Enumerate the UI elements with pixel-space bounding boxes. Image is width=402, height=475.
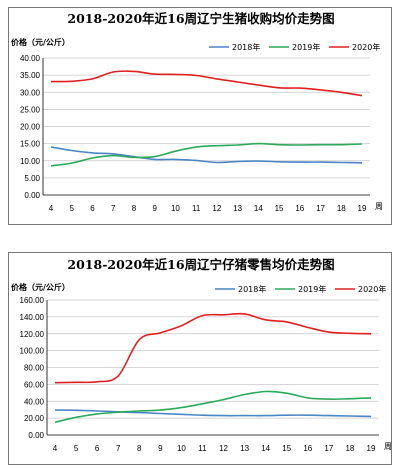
y-tick-label: 20.00 [20,123,41,132]
y-tick-label: 30.00 [20,88,41,97]
x-tick-label: 13 [240,444,249,453]
series-line-2020年 [54,312,372,384]
y-tick-label: 80.00 [24,364,45,373]
y-tick-label: 120.00 [20,330,45,339]
x-tick-label: 12 [219,444,228,453]
series-line-2018年 [50,146,363,164]
chart-panel-piglet-price: 2018-2020年近16周辽宁仔猪零售均价走势图价格（元/公斤） 2018年 20… [8,252,392,465]
y-tick-label: 0.00 [28,431,44,440]
chart-title: 2018-2020年近16周辽宁生猪收购均价走势图 [67,11,334,26]
y-tick-label: 0.00 [24,191,40,200]
y-tick-label: 100.00 [20,347,45,356]
legend-label-2019年: 2019年 [298,284,326,294]
x-tick-label: 9 [158,444,163,453]
x-tick-label: 19 [358,204,367,213]
y-axis-label: 价格（元/公斤） [11,282,70,292]
x-tick-label: 5 [74,444,79,453]
y-tick-label: 40.00 [20,54,41,63]
y-tick-label: 10.00 [20,157,41,166]
y-tick-label: 25.00 [20,105,41,114]
y-tick-label: 40.00 [24,397,45,406]
y-tick-label: 35.00 [20,71,41,80]
x-tick-label: 7 [111,204,116,213]
legend-label-2020年: 2020年 [352,42,380,52]
chart-title: 2018-2020年近16周辽宁仔猪零售均价走势图 [67,257,334,272]
legend-label-2018年: 2018年 [238,284,266,294]
x-tick-label: 11 [192,204,201,213]
y-axis-label: 价格（元/公斤） [11,37,70,47]
x-tick-label: 9 [152,204,157,213]
x-tick-label: 6 [95,444,100,453]
x-tick-label: 14 [261,444,270,453]
x-tick-label: 4 [53,444,58,453]
x-axis-label: 周 [375,202,383,211]
x-axis-label: 周 [384,442,391,451]
y-tick-label: 5.00 [24,174,40,183]
x-tick-label: 13 [233,204,242,213]
series-line-2020年 [50,70,363,97]
x-tick-label: 10 [171,204,180,213]
series-line-2019年 [54,390,372,424]
y-tick-label: 60.00 [24,380,45,389]
x-tick-label: 8 [137,444,142,453]
x-tick-label: 8 [132,204,137,213]
x-tick-label: 6 [90,204,95,213]
x-tick-label: 16 [303,444,312,453]
chart-panel-live-pig-price: 2018-2020年近16周辽宁生猪收购均价走势图价格（元/公斤） 2018年 20… [8,7,392,225]
x-tick-label: 12 [212,204,221,213]
x-tick-label: 14 [254,204,263,213]
x-tick-label: 18 [345,444,354,453]
y-tick-label: 140.00 [20,313,45,322]
x-tick-label: 4 [49,204,54,213]
legend-label-2018年: 2018年 [232,42,260,52]
x-tick-label: 11 [198,444,207,453]
y-tick-label: 15.00 [20,140,41,149]
series-line-2018年 [54,409,372,418]
x-tick-label: 18 [337,204,346,213]
x-tick-label: 17 [324,444,333,453]
x-tick-label: 17 [316,204,325,213]
legend-label-2019年: 2019年 [292,42,320,52]
y-tick-label: 160.00 [20,296,45,305]
legend-label-2020年: 2020年 [358,284,386,294]
x-tick-label: 10 [177,444,186,453]
x-tick-label: 15 [282,444,291,453]
series-line-2019年 [50,142,363,167]
x-tick-label: 16 [295,204,304,213]
x-tick-label: 5 [70,204,75,213]
x-tick-label: 15 [275,204,284,213]
y-tick-label: 20.00 [24,414,45,423]
x-tick-label: 7 [116,444,121,453]
x-tick-label: 19 [367,444,376,453]
